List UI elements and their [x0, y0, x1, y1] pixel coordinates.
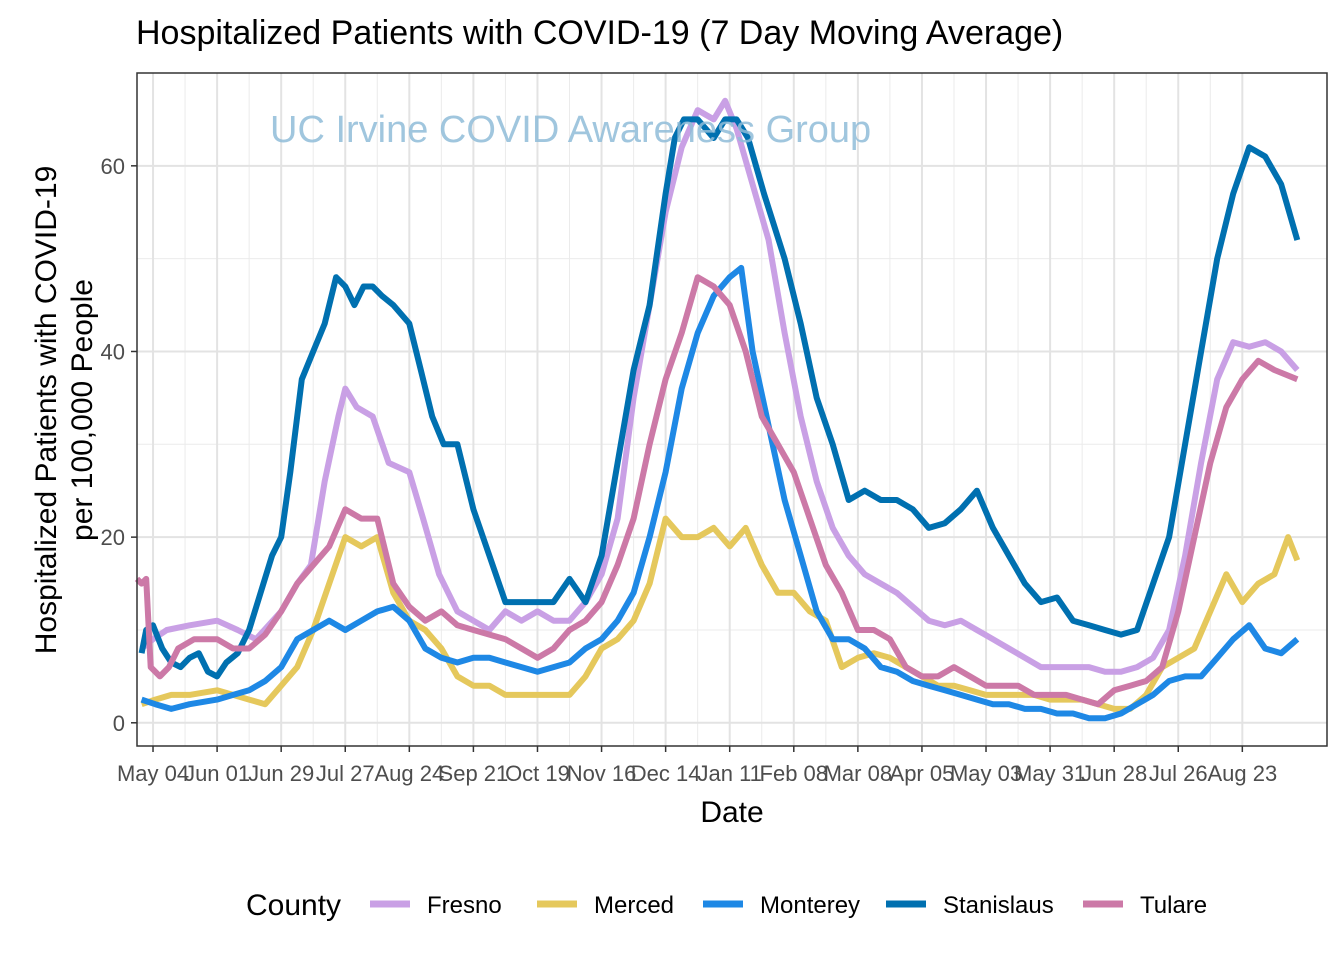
chart-title: Hospitalized Patients with COVID-19 (7 D… — [136, 14, 1063, 52]
y-tick-label: 40 — [101, 339, 125, 364]
y-axis-title-line1: Hospitalized Patients with COVID-19 — [30, 166, 63, 655]
series-line-merced — [140, 515, 1301, 712]
x-tick-label: Jul 26 — [1149, 761, 1208, 786]
y-tick-label: 20 — [101, 525, 125, 550]
x-tick-label: Jun 29 — [248, 761, 314, 786]
y-tick-label: 60 — [101, 154, 125, 179]
series-line-stanislaus — [138, 116, 1301, 680]
x-tick-label: May 03 — [950, 761, 1022, 786]
plot-background — [137, 73, 1327, 746]
x-tick-label: Apr 05 — [890, 761, 955, 786]
x-tick-label: Oct 19 — [505, 761, 570, 786]
x-tick-label: Jul 27 — [316, 761, 375, 786]
series-line-fresno — [139, 97, 1300, 675]
x-tick-label: May 04 — [117, 761, 189, 786]
x-tick-label: Sep 21 — [439, 761, 509, 786]
plot-border — [136, 72, 1328, 747]
x-tick-label: Aug 24 — [374, 761, 444, 786]
x-tick-label: Jun 01 — [184, 761, 250, 786]
legend-label-merced: Merced — [594, 892, 674, 919]
x-tick-label: Jan 11 — [698, 761, 762, 786]
y-axis-title-line2: per 100,000 People — [66, 279, 99, 541]
x-tick-label: May 31 — [1014, 761, 1086, 786]
y-tick-label: 0 — [113, 711, 125, 736]
x-axis-title: Date — [700, 796, 763, 829]
legend: County Fresno Merced Monterey Stanislaus Tul… — [246, 889, 1207, 922]
series-line-monterey — [140, 264, 1300, 722]
x-tick-label: Feb 08 — [760, 761, 829, 786]
x-tick-label: Nov 16 — [567, 761, 637, 786]
watermark-text: UC Irvine COVID Awareness Group — [270, 109, 871, 151]
legend-label-monterey: Monterey — [760, 892, 860, 919]
x-tick-label: Jun 28 — [1081, 761, 1147, 786]
x-tick-label: Aug 23 — [1207, 761, 1277, 786]
x-tick-label: Mar 08 — [824, 761, 892, 786]
legend-label-tulare: Tulare — [1140, 892, 1207, 919]
x-tick-label: Dec 14 — [631, 761, 701, 786]
legend-label-stanislaus: Stanislaus — [943, 892, 1054, 919]
series-line-tulare — [134, 274, 1299, 708]
legend-title: County — [246, 889, 341, 922]
legend-label-fresno: Fresno — [427, 892, 502, 919]
